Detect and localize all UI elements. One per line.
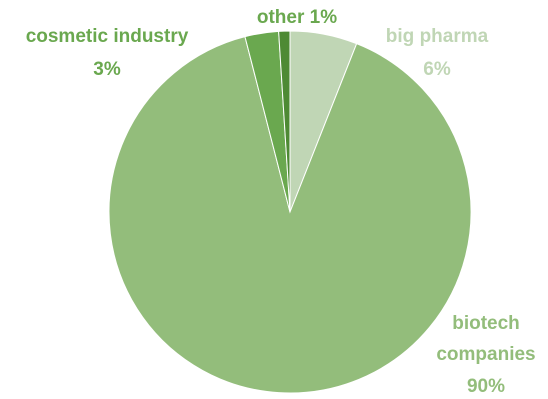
pie-label-cosmetic-industry: cosmetic industry 3% [26, 26, 189, 80]
pie-slices [108, 30, 472, 394]
pie-label-big-pharma: big pharma 6% [386, 26, 489, 80]
pie-slice-other [278, 30, 291, 213]
pie-label-biotech-companies: biotech companies 90% [436, 313, 535, 397]
pie-labels: big pharma 6% biotech companies 90% cosmetic … [26, 7, 536, 397]
pie-slice-biotech-companies [108, 36, 472, 394]
pie-label-other: other 1% [257, 7, 337, 28]
